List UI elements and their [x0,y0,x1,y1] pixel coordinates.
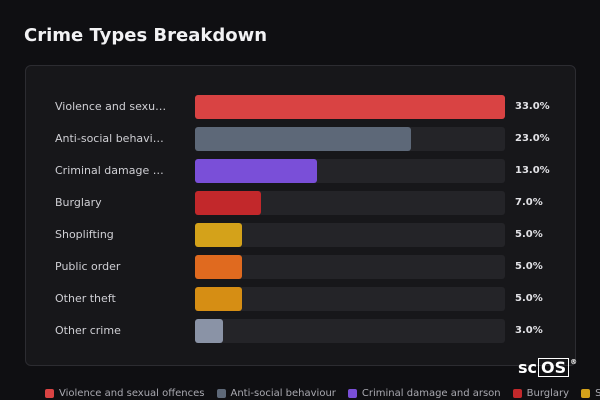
bar-track [195,287,505,311]
bar [195,191,261,215]
logo: sc OS ® [518,358,577,377]
category-label: Anti-social behaviour [55,132,169,145]
legend: Violence and sexual offences Anti-social … [45,386,600,400]
legend-swatch [581,388,591,398]
value-label: 33.0% [515,101,550,112]
legend-item: Violence and sexual offences [45,386,205,400]
bar [195,319,224,343]
logo-box: OS [538,358,570,377]
bar-track [195,223,505,247]
category-label: Other theft [55,292,116,305]
bar [195,223,242,247]
logo-text: sc [518,358,538,377]
legend-item: Shoplifting [581,386,600,400]
bar [195,287,242,311]
bar-track [195,319,505,343]
legend-label: Anti-social behaviour [230,387,336,399]
value-label: 5.0% [515,293,543,304]
value-label: 5.0% [515,261,543,272]
legend-item: Anti-social behaviour [216,386,336,400]
value-label: 7.0% [515,197,543,208]
category-label: Shoplifting [55,228,114,241]
legend-item: Criminal damage and arson [347,386,501,400]
value-label: 13.0% [515,165,550,176]
category-label: Burglary [55,196,102,209]
value-label: 3.0% [515,325,543,336]
legend-item: Burglary [512,386,570,400]
bar-track [195,255,505,279]
chart-title: Crime Types Breakdown [24,25,268,46]
bar [195,95,505,119]
legend-label: Shoplifting [595,387,600,399]
category-label: Violence and sexual offences [55,100,169,113]
legend-label: Burglary [526,387,570,399]
bar [195,255,242,279]
legend-swatch [216,388,226,398]
legend-swatch [512,388,522,398]
category-label: Criminal damage and arson [55,164,169,177]
legend-label: Criminal damage and arson [361,387,501,399]
value-label: 5.0% [515,229,543,240]
bar [195,127,412,151]
category-label: Public order [55,260,121,273]
legend-swatch [45,388,54,398]
bar [195,159,318,183]
logo-mark: ® [570,358,578,366]
legend-swatch [347,388,357,398]
legend-label: Violence and sexual offences [59,387,205,399]
value-label: 23.0% [515,133,550,144]
category-label: Other crime [55,324,121,337]
